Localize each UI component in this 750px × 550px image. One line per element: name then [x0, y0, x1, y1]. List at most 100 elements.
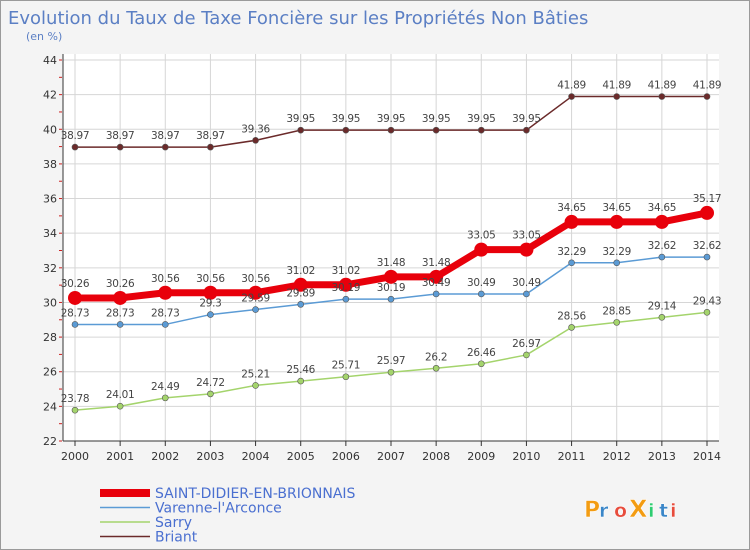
x-tick-label: 2006 [332, 450, 360, 463]
x-tick-label: 2003 [196, 450, 224, 463]
data-label: 41.89 [602, 80, 631, 92]
logo-letter: r [599, 500, 609, 522]
data-point [432, 290, 440, 298]
data-point [252, 137, 259, 144]
logo-letter: i [648, 500, 655, 522]
y-tick-label: 40 [43, 123, 57, 136]
data-point [68, 290, 82, 305]
data-label: 32.29 [557, 246, 586, 258]
chart-subtitle: (en %) [26, 30, 62, 43]
series-layer [68, 93, 714, 414]
data-point [523, 126, 530, 134]
data-point [658, 253, 666, 261]
y-tick-label: 36 [43, 193, 57, 206]
data-label: 32.62 [693, 240, 722, 252]
data-label: 32.29 [602, 246, 631, 258]
data-label: 33.05 [512, 230, 541, 242]
series-0 [68, 205, 714, 305]
data-label: 24.72 [196, 377, 225, 389]
data-point [568, 93, 575, 100]
data-label: 30.19 [332, 282, 361, 294]
data-point [252, 306, 259, 313]
data-label: 28.73 [106, 307, 135, 319]
data-point [429, 269, 444, 284]
data-point [477, 290, 485, 298]
data-point [474, 242, 489, 257]
data-label: 31.48 [377, 257, 406, 269]
data-label: 29.59 [241, 293, 270, 305]
data-label: 41.89 [693, 80, 722, 92]
data-label: 28.56 [557, 310, 586, 322]
data-point [113, 290, 128, 305]
data-label: 39.95 [422, 113, 451, 125]
legend-label: SAINT-DIDIER-EN-BRIONNAIS [155, 486, 356, 502]
data-label: 26.97 [512, 338, 541, 350]
data-label: 30.26 [61, 278, 90, 290]
x-tick-label: 2007 [377, 450, 405, 463]
data-label: 29.3 [199, 298, 221, 310]
data-point [71, 321, 79, 328]
data-label: 28.85 [602, 305, 631, 317]
data-label: 25.46 [286, 364, 315, 376]
data-label: 34.65 [557, 202, 586, 214]
data-point [523, 290, 530, 298]
x-tick-label: 2013 [648, 450, 676, 463]
label-layer: 38.97 38.97 38.97 38.97 39.36 39.95 39.95 39.95… [61, 80, 722, 406]
data-point [609, 214, 624, 229]
grid-layer [63, 54, 719, 442]
data-point [658, 93, 666, 100]
data-point [297, 301, 305, 308]
data-point [297, 126, 305, 134]
data-label: 26.46 [467, 347, 496, 359]
data-label: 38.97 [106, 130, 135, 142]
data-point [384, 269, 398, 284]
data-point [387, 295, 395, 303]
data-label: 30.49 [512, 277, 541, 289]
legend-label: Sarry [155, 515, 192, 531]
data-point [158, 285, 173, 300]
data-label: 34.65 [602, 202, 631, 214]
data-point [613, 319, 621, 326]
data-label: 39.36 [241, 123, 270, 135]
x-tick-label: 2009 [467, 450, 495, 463]
logo-letter: X [629, 495, 648, 523]
data-point [116, 402, 124, 410]
series-1 [71, 253, 711, 328]
logo-letter: t [659, 500, 668, 522]
data-point [207, 311, 214, 318]
data-label: 24.01 [106, 389, 135, 401]
data-label: 30.56 [241, 273, 270, 285]
logo-letter: o [614, 500, 627, 522]
x-tick-label: 2014 [693, 450, 721, 463]
logo-letter: i [670, 500, 677, 522]
x-tick-label: 2002 [151, 450, 179, 463]
data-label: 30.56 [196, 273, 225, 285]
y-tick-label: 32 [43, 262, 57, 275]
x-tick-label: 2012 [603, 450, 631, 463]
axis-layer: 22 24 26 28 30 32 34 36 38 40 42 44 2000 2001 2002 2003… [43, 54, 721, 463]
data-point [658, 314, 666, 321]
logo-letter: P [584, 498, 600, 523]
data-point [568, 324, 575, 331]
x-tick-label: 2008 [422, 450, 450, 463]
y-tick-label: 22 [43, 435, 57, 448]
data-label: 30.49 [422, 277, 451, 289]
data-label: 31.02 [332, 265, 361, 277]
data-point [248, 285, 263, 300]
data-point [568, 259, 575, 267]
data-label: 26.2 [425, 351, 447, 363]
x-tick-label: 2004 [242, 450, 270, 463]
data-label: 30.26 [106, 278, 135, 290]
x-tick-label: 2000 [61, 450, 89, 463]
data-label: 29.89 [286, 287, 315, 299]
data-point [387, 126, 395, 134]
y-tick-label: 26 [43, 366, 57, 379]
data-point [161, 394, 169, 402]
data-label: 29.43 [693, 295, 722, 307]
y-tick-label: 38 [43, 158, 57, 171]
series-3 [71, 93, 711, 151]
data-point [342, 373, 350, 381]
data-point [207, 390, 214, 398]
